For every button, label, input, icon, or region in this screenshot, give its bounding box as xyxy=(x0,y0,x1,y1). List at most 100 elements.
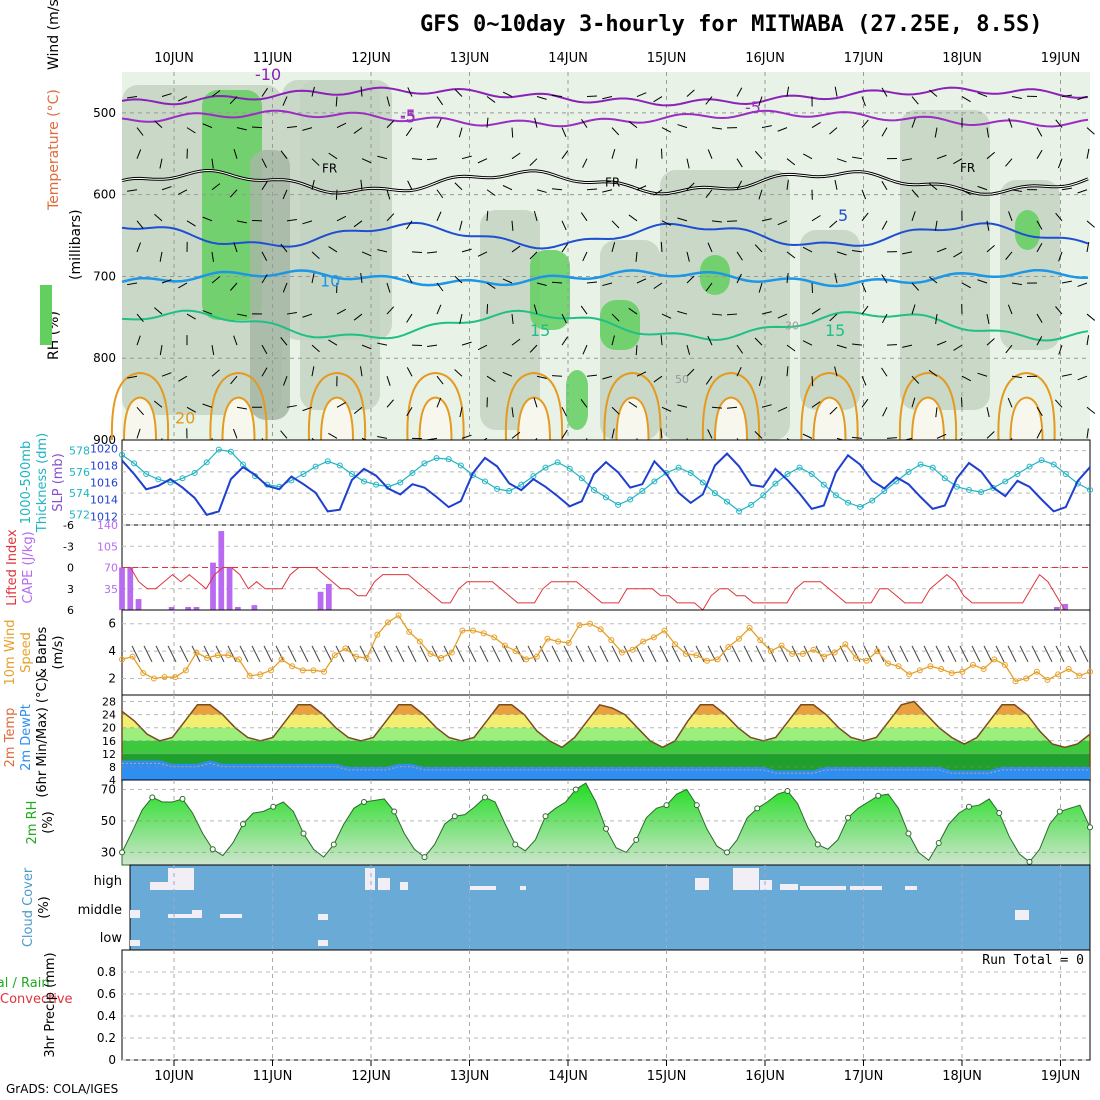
wind-barb xyxy=(336,401,346,408)
wind10m-barb xyxy=(599,645,609,663)
rh-legend-swatch xyxy=(40,285,52,345)
wind-barb xyxy=(127,375,138,379)
wind-speed-series-point xyxy=(544,635,551,642)
wind10m-barb xyxy=(1079,645,1089,663)
wind10m-barb xyxy=(335,645,345,663)
wind-barb xyxy=(161,279,172,284)
rh-point xyxy=(270,803,277,810)
thickness-series-point xyxy=(445,456,452,463)
wind-barb xyxy=(911,118,916,128)
wind-barb xyxy=(611,220,620,229)
wind-barb xyxy=(586,374,597,377)
wind-barb xyxy=(454,182,463,191)
wind-barb xyxy=(986,431,995,439)
cloud-block xyxy=(130,940,140,946)
rh-point xyxy=(572,786,579,793)
wind-barb xyxy=(580,212,588,222)
thickness-series-point xyxy=(893,478,900,485)
wind-barb xyxy=(611,127,620,136)
pressure-tick-label: 800 xyxy=(93,351,116,365)
wind-barb xyxy=(136,220,144,229)
wind-barb xyxy=(786,366,789,377)
rh-point xyxy=(300,830,307,837)
isotherm-25-loop xyxy=(615,396,650,441)
wind-barb xyxy=(436,211,442,222)
thickness-series-point xyxy=(941,475,948,482)
li-tick-label: -3 xyxy=(63,540,74,553)
wind-barb xyxy=(1055,119,1063,128)
wind-barb xyxy=(336,122,347,129)
isotherm-label: FR xyxy=(322,162,337,176)
wind-barb xyxy=(834,86,838,97)
wind-barb xyxy=(628,214,638,222)
date-label-bottom: 15JUN xyxy=(647,1069,687,1084)
wind-barb xyxy=(653,96,663,103)
wind10m-barb xyxy=(971,645,981,663)
wind-barb xyxy=(602,189,613,193)
wind-barb xyxy=(661,406,672,412)
wind-barb xyxy=(881,313,888,324)
wind-barb xyxy=(561,313,567,324)
wind-barb xyxy=(177,96,188,102)
precip-frame xyxy=(121,949,1091,1061)
date-label-top: 14JUN xyxy=(548,51,588,66)
wind-barb xyxy=(1036,407,1043,417)
wind-speed-series-point xyxy=(512,648,519,655)
wind-speed-series-point xyxy=(225,652,232,659)
wind-barb xyxy=(328,152,338,160)
rh-point xyxy=(935,839,942,846)
panel-ylabel: (%) xyxy=(37,896,52,919)
wind-speed-series-point xyxy=(778,642,785,649)
wind-barb xyxy=(977,372,988,377)
wind-barb xyxy=(186,127,196,134)
date-label-bottom: 14JUN xyxy=(548,1069,588,1084)
isotherm-20-loop xyxy=(307,371,367,441)
wind-barb xyxy=(1036,313,1043,323)
run-total-label: Run Total = 0 xyxy=(982,953,1084,968)
wind-barb xyxy=(159,251,163,262)
wind-barb xyxy=(502,91,513,97)
rh-contour-label: 30 xyxy=(785,320,799,333)
wind-barb xyxy=(302,313,313,318)
wind-barb xyxy=(986,338,995,346)
thickness-series-point xyxy=(1026,463,1033,470)
wind-barb xyxy=(686,275,695,284)
li-tick-label: -6 xyxy=(63,519,74,532)
wind-barb xyxy=(911,96,919,105)
wind-barb xyxy=(136,149,142,159)
wind-barb xyxy=(280,150,288,159)
wind-barb xyxy=(233,242,238,253)
wind-barb xyxy=(736,366,742,377)
thickness-series-point xyxy=(191,469,198,476)
wind-barb xyxy=(286,405,297,408)
wind-barb xyxy=(761,404,772,408)
wind-barb xyxy=(229,96,238,105)
isotherm-label: -5 xyxy=(400,108,416,127)
cape-bar xyxy=(168,606,175,610)
panel-ylabel-group: 10m Wind Speed & Barbs (m/s) xyxy=(3,619,66,685)
wind-barb xyxy=(359,366,363,377)
wind-barb xyxy=(436,189,444,199)
isotherm-label: 10 xyxy=(320,271,340,290)
wind-speed-series-point xyxy=(374,631,381,638)
rh-point xyxy=(966,803,972,810)
rh-point xyxy=(693,802,700,809)
wind-barb xyxy=(1007,397,1013,408)
wind10m-barb xyxy=(803,645,813,663)
wind-barb xyxy=(582,251,588,262)
cape-li-panel: 35 70 105 140 -6 -3 0 3 6 Lifted Index CAPE (J/kg) xyxy=(5,519,1091,617)
wind10m-barb xyxy=(755,645,765,663)
wind-barb xyxy=(754,337,763,346)
wind-barb xyxy=(360,273,363,284)
wind10m-barb xyxy=(887,645,897,663)
wind-barb xyxy=(280,430,288,439)
cloud-block xyxy=(695,878,709,890)
wind-barb xyxy=(736,180,743,190)
wind-barb xyxy=(686,345,691,355)
rh-shade-blob xyxy=(300,80,380,410)
wind-barb xyxy=(777,127,788,132)
wind-barb xyxy=(328,246,338,253)
wind-barb xyxy=(953,158,963,165)
wind-speed-series-point xyxy=(608,637,615,644)
wind-barb xyxy=(934,127,938,138)
